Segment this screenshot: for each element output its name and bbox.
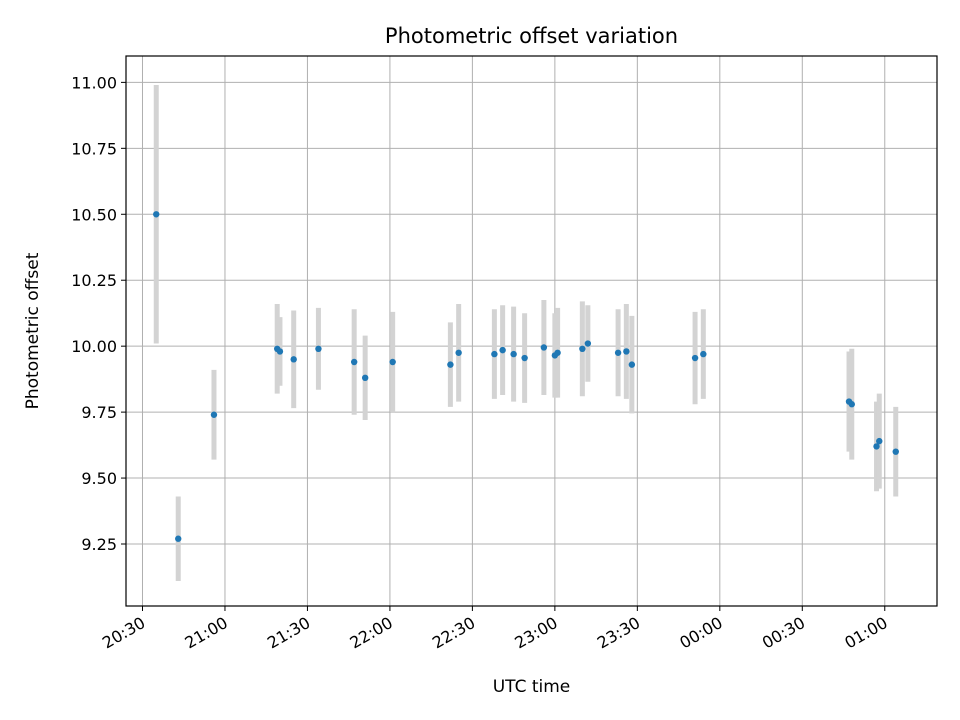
- data-point: [848, 401, 855, 408]
- data-point: [350, 358, 358, 366]
- data-point: [276, 348, 284, 355]
- y-tick-label: 11.00: [71, 73, 117, 92]
- y-tick-label: 10.00: [71, 337, 117, 356]
- data-point: [540, 344, 548, 351]
- data-point: [700, 350, 707, 358]
- y-tick-label: 9.75: [81, 403, 117, 422]
- data-point: [876, 437, 883, 445]
- chart-title: Photometric offset variation: [385, 24, 678, 48]
- data-points: [153, 211, 899, 542]
- data-point: [579, 345, 586, 353]
- y-tick-label: 10.75: [71, 139, 117, 158]
- x-axis-label: UTC time: [493, 677, 571, 697]
- grid: [126, 56, 937, 606]
- y-axis-label: Photometric offset: [23, 252, 43, 409]
- data-point: [389, 358, 396, 366]
- data-point: [455, 349, 462, 356]
- data-point: [491, 350, 498, 358]
- y-tick-label: 10.25: [71, 271, 117, 290]
- data-point: [510, 350, 517, 358]
- data-point: [873, 443, 880, 450]
- data-point: [614, 349, 622, 356]
- data-point: [623, 348, 630, 355]
- data-point: [628, 361, 636, 368]
- data-point: [892, 448, 899, 455]
- y-tick-label: 9.25: [81, 535, 117, 554]
- y-tick-label: 10.50: [71, 205, 117, 224]
- data-point: [175, 535, 182, 542]
- data-point: [361, 374, 369, 382]
- data-point: [290, 356, 297, 363]
- data-point: [210, 411, 218, 418]
- plot-frame: [125, 55, 938, 607]
- data-point: [315, 345, 322, 353]
- data-point: [521, 354, 528, 362]
- data-point: [584, 340, 592, 347]
- data-point: [691, 354, 699, 362]
- data-point: [554, 349, 561, 356]
- y-axis-ticks: 9.25 9.50 9.75 10.00 10.25 10.50 10.75 11.00: [71, 73, 126, 554]
- y-tick-label: 9.50: [81, 469, 117, 488]
- data-point: [499, 346, 506, 354]
- data-point: [447, 361, 454, 368]
- data-point: [153, 211, 160, 218]
